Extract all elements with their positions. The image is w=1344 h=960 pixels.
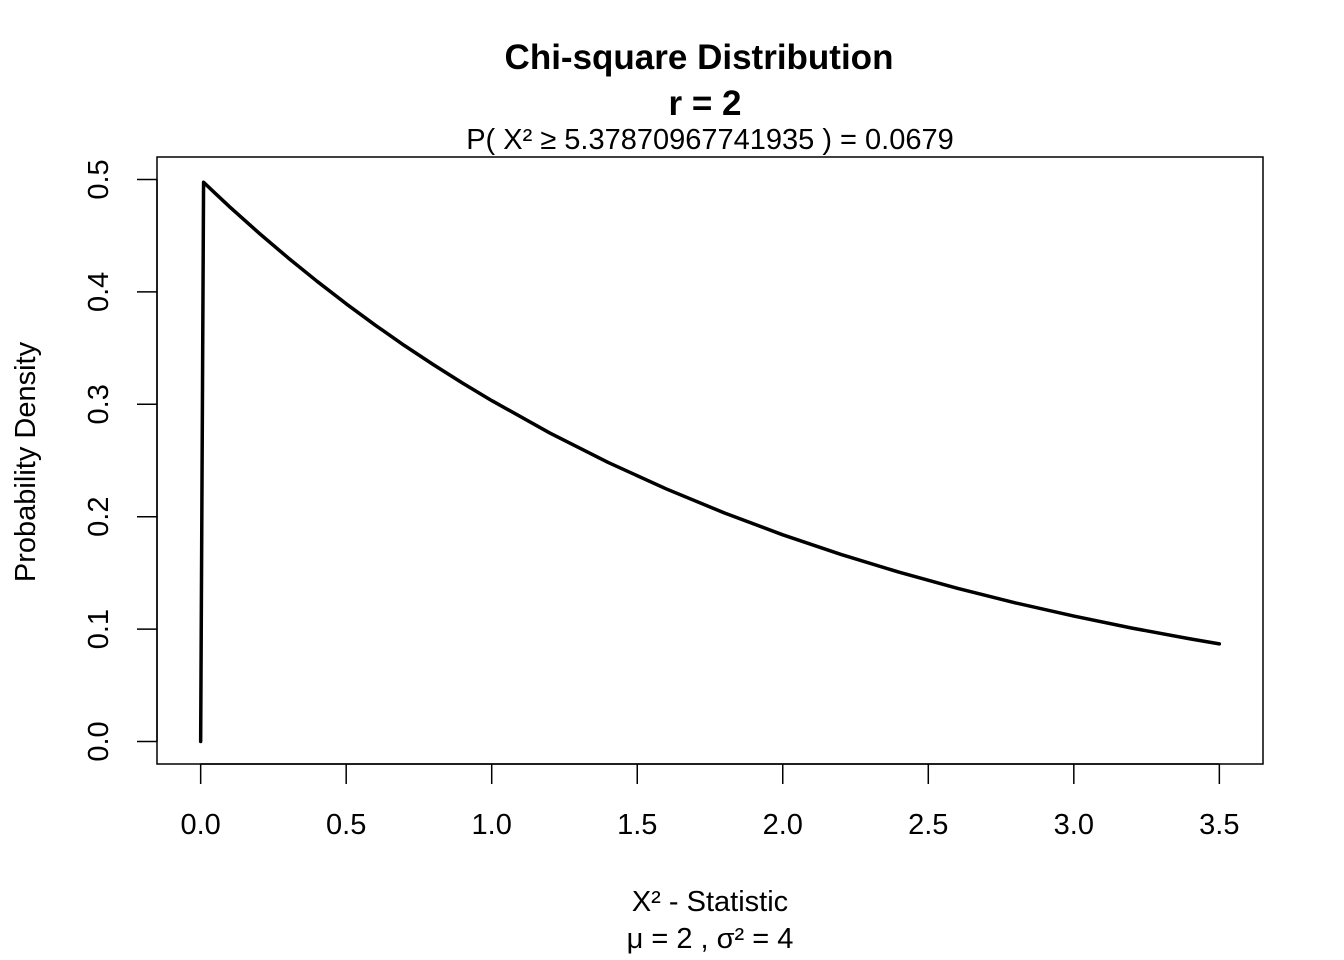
x-tick-label: 3.5: [1199, 809, 1239, 841]
series-layer: [198, 180, 1222, 744]
x-tick-label: 2.5: [908, 809, 948, 841]
x-tick-label: 3.0: [1054, 809, 1094, 841]
x-axis: 0.0 0.5 1.0 1.5 2.0 2.5 3.0 3.5: [180, 763, 1240, 841]
x-axis-label: X² - Statistic: [632, 886, 788, 918]
y-tick-label: 0.5: [83, 159, 115, 199]
y-tick-label: 0.4: [83, 272, 115, 312]
x-tick-label: 1.5: [617, 809, 657, 841]
x-tick-label: 2.0: [763, 809, 803, 841]
y-tick-label: 0.0: [83, 721, 115, 761]
x-axis-sublabel: μ = 2 , σ² = 4: [627, 923, 794, 955]
chart-title: Chi-square Distribution: [505, 38, 894, 77]
x-tick-label: 1.0: [472, 809, 512, 841]
y-tick-label: 0.2: [83, 497, 115, 537]
chart-subtitle-r: r = 2: [669, 84, 742, 123]
x-tick-label: 0.5: [326, 809, 366, 841]
plot-frame: [156, 156, 1264, 765]
y-tick-label: 0.3: [83, 384, 115, 424]
x-tick-label: 0.0: [180, 809, 220, 841]
chart-probability-annotation: P( X² ≥ 5.37870967741935 ) = 0.0679: [466, 124, 954, 156]
y-axis: 0.0 0.1 0.2 0.3 0.4 0.5: [83, 159, 158, 762]
y-axis-label: Probability Density: [10, 341, 42, 582]
y-tick-label: 0.1: [83, 609, 115, 649]
density-curve: [198, 180, 1222, 744]
